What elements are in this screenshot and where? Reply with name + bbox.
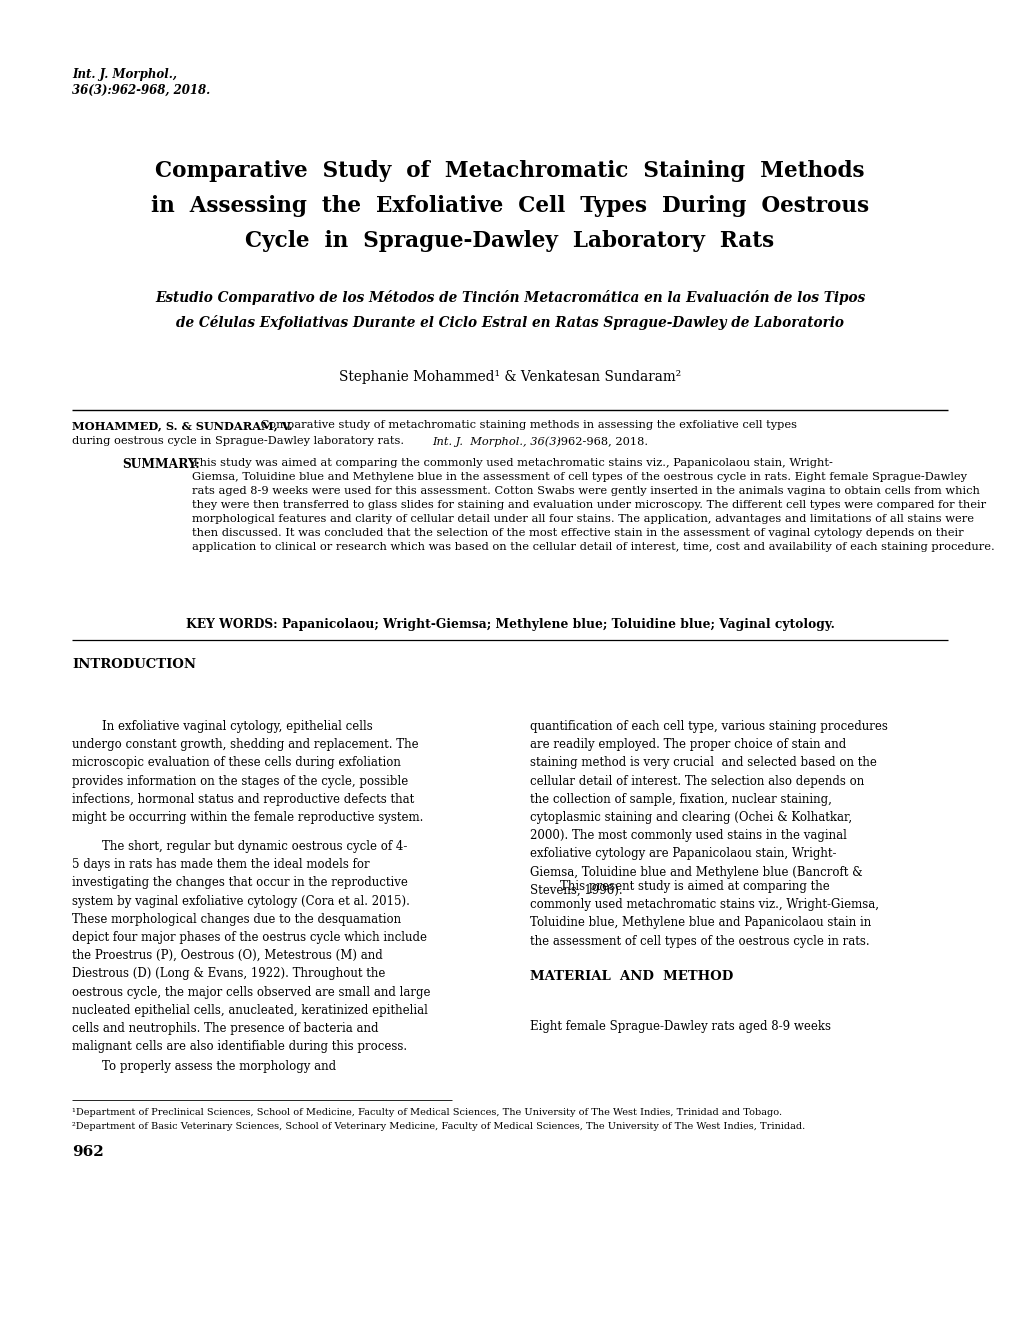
Text: This study was aimed at comparing the commonly used metachromatic stains viz., P: This study was aimed at comparing the co…	[192, 458, 994, 552]
Text: Estudio Comparativo de los Métodos de Tinción Metacromática en la Evaluación de : Estudio Comparativo de los Métodos de Ti…	[155, 290, 864, 305]
Text: during oestrous cycle in Sprague-Dawley laboratory rats.: during oestrous cycle in Sprague-Dawley …	[72, 436, 408, 446]
Text: INTRODUCTION: INTRODUCTION	[72, 657, 196, 671]
Text: SUMMARY:: SUMMARY:	[122, 458, 200, 471]
Text: Int. J.  Morphol., 36(3): Int. J. Morphol., 36(3)	[432, 436, 560, 446]
Text: ²Department of Basic Veterinary Sciences, School of Veterinary Medicine, Faculty: ²Department of Basic Veterinary Sciences…	[72, 1122, 804, 1131]
Text: KEY WORDS: Papanicolaou; Wright-Giemsa; Methylene blue; Toluidine blue; Vaginal : KEY WORDS: Papanicolaou; Wright-Giemsa; …	[185, 618, 834, 631]
Text: de Células Exfoliativas Durante el Ciclo Estral en Ratas Sprague-Dawley de Labor: de Células Exfoliativas Durante el Ciclo…	[176, 315, 843, 330]
Text: To properly assess the morphology and: To properly assess the morphology and	[72, 1060, 336, 1073]
Text: :962-968, 2018.: :962-968, 2018.	[556, 436, 647, 446]
Text: Comparative  Study  of  Metachromatic  Staining  Methods: Comparative Study of Metachromatic Stain…	[155, 160, 864, 182]
Text: Eight female Sprague-Dawley rats aged 8-9 weeks: Eight female Sprague-Dawley rats aged 8-…	[530, 1020, 830, 1034]
Text: in  Assessing  the  Exfoliative  Cell  Types  During  Oestrous: in Assessing the Exfoliative Cell Types …	[151, 195, 868, 216]
Text: MATERIAL  AND  METHOD: MATERIAL AND METHOD	[530, 970, 733, 983]
Text: 962: 962	[72, 1144, 104, 1159]
Text: quantification of each cell type, various staining procedures
are readily employ: quantification of each cell type, variou…	[530, 719, 887, 896]
Text: The short, regular but dynamic oestrous cycle of 4-
5 days in rats has made them: The short, regular but dynamic oestrous …	[72, 840, 430, 1053]
Text: 36(3):962-968, 2018.: 36(3):962-968, 2018.	[72, 84, 210, 96]
Text: Int. J. Morphol.,: Int. J. Morphol.,	[72, 69, 177, 81]
Text: In exfoliative vaginal cytology, epithelial cells
undergo constant growth, shedd: In exfoliative vaginal cytology, epithel…	[72, 719, 423, 824]
Text: Cycle  in  Sprague-Dawley  Laboratory  Rats: Cycle in Sprague-Dawley Laboratory Rats	[246, 230, 773, 252]
Text: ¹Department of Preclinical Sciences, School of Medicine, Faculty of Medical Scie: ¹Department of Preclinical Sciences, Sch…	[72, 1107, 782, 1117]
Text: MOHAMMED, S. & SUNDARAM, V.: MOHAMMED, S. & SUNDARAM, V.	[72, 420, 292, 432]
Text: This present study is aimed at comparing the
commonly used metachromatic stains : This present study is aimed at comparing…	[530, 880, 878, 948]
Text: Comparative study of metachromatic staining methods in assessing the exfoliative: Comparative study of metachromatic stain…	[257, 420, 796, 430]
Text: Stephanie Mohammed¹ & Venkatesan Sundaram²: Stephanie Mohammed¹ & Venkatesan Sundara…	[338, 370, 681, 384]
